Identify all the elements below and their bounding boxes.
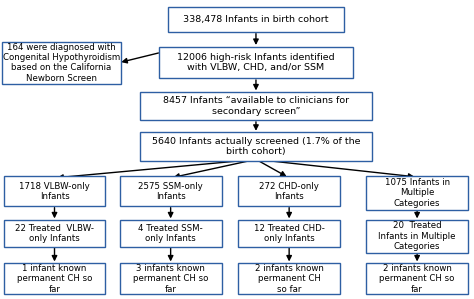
Text: 2 infants known
permanent CH
so far: 2 infants known permanent CH so far	[255, 264, 324, 294]
FancyBboxPatch shape	[119, 220, 221, 247]
FancyBboxPatch shape	[366, 220, 468, 253]
FancyBboxPatch shape	[4, 176, 105, 206]
Text: 20  Treated
Infants in Multiple
Categories: 20 Treated Infants in Multiple Categorie…	[378, 221, 456, 251]
Text: 22 Treated  VLBW-
only Infants: 22 Treated VLBW- only Infants	[15, 224, 94, 243]
FancyBboxPatch shape	[119, 263, 221, 294]
Text: 4 Treated SSM-
only Infants: 4 Treated SSM- only Infants	[138, 224, 203, 243]
Text: 5640 Infants actually screened (1.7% of the
birth cohort): 5640 Infants actually screened (1.7% of …	[152, 137, 360, 156]
Text: 1718 VLBW-only
Infants: 1718 VLBW-only Infants	[19, 182, 90, 201]
Text: 1 infant known
permanent CH so
far: 1 infant known permanent CH so far	[17, 264, 92, 294]
Text: 8457 Infants “available to clinicians for
secondary screen”: 8457 Infants “available to clinicians fo…	[163, 97, 349, 116]
Text: 12 Treated CHD-
only Infants: 12 Treated CHD- only Infants	[254, 224, 325, 243]
FancyBboxPatch shape	[2, 42, 121, 84]
FancyBboxPatch shape	[366, 263, 468, 294]
Text: 2575 SSM-only
Infants: 2575 SSM-only Infants	[138, 182, 203, 201]
Text: 272 CHD-only
Infants: 272 CHD-only Infants	[259, 182, 319, 201]
Text: 12006 high-risk Infants identified
with VLBW, CHD, and/or SSM: 12006 high-risk Infants identified with …	[177, 53, 335, 72]
FancyBboxPatch shape	[140, 92, 372, 120]
FancyBboxPatch shape	[4, 220, 105, 247]
Text: 2 infants known
permanent CH so
far: 2 infants known permanent CH so far	[379, 264, 455, 294]
Text: 1075 Infants in
Multiple
Categories: 1075 Infants in Multiple Categories	[384, 178, 450, 208]
Text: 164 were diagnosed with
Congenital Hypothyroidism
based on the California
Newbor: 164 were diagnosed with Congenital Hypot…	[3, 43, 120, 83]
FancyBboxPatch shape	[238, 263, 340, 294]
Text: 3 infants known
permanent CH so
far: 3 infants known permanent CH so far	[133, 264, 209, 294]
FancyBboxPatch shape	[238, 220, 340, 247]
FancyBboxPatch shape	[168, 7, 344, 32]
Text: 338,478 Infants in birth cohort: 338,478 Infants in birth cohort	[183, 15, 328, 24]
FancyBboxPatch shape	[119, 176, 221, 206]
FancyBboxPatch shape	[4, 263, 105, 294]
FancyBboxPatch shape	[140, 132, 372, 161]
FancyBboxPatch shape	[159, 47, 353, 78]
FancyBboxPatch shape	[238, 176, 340, 206]
FancyBboxPatch shape	[366, 176, 468, 210]
